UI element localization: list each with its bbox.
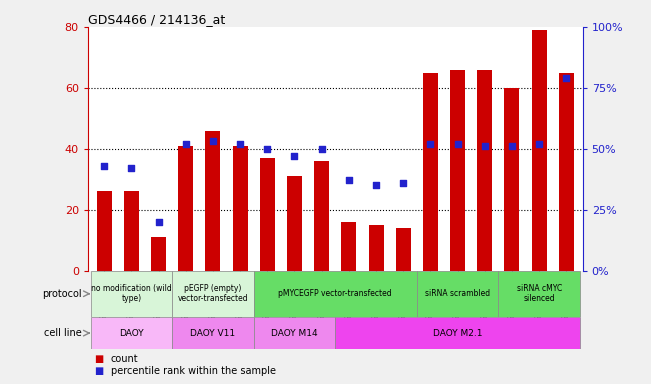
Text: GDS4466 / 214136_at: GDS4466 / 214136_at	[88, 13, 225, 26]
Bar	[254, 317, 335, 349]
Bar	[260, 158, 275, 271]
Text: DAOY M2.1: DAOY M2.1	[433, 329, 482, 338]
Bar	[335, 317, 580, 349]
Bar	[532, 30, 547, 271]
Text: DAOY V11: DAOY V11	[190, 329, 236, 338]
Text: ■: ■	[94, 366, 104, 376]
Text: DAOY: DAOY	[119, 329, 144, 338]
Text: percentile rank within the sample: percentile rank within the sample	[111, 366, 275, 376]
Point	[534, 141, 544, 147]
Point	[154, 219, 164, 225]
Point	[561, 75, 572, 81]
Point	[316, 146, 327, 152]
Bar	[178, 146, 193, 271]
Point	[452, 141, 463, 147]
Bar	[124, 192, 139, 271]
Bar	[151, 237, 166, 271]
Bar	[90, 317, 172, 349]
Bar	[368, 225, 383, 271]
Point	[480, 143, 490, 149]
Bar	[172, 271, 254, 317]
Bar	[477, 70, 492, 271]
Text: pMYCEGFP vector-transfected: pMYCEGFP vector-transfected	[279, 289, 392, 298]
Point	[398, 180, 408, 186]
Point	[344, 177, 354, 184]
Point	[126, 165, 137, 171]
Bar	[499, 271, 580, 317]
Text: protocol: protocol	[42, 289, 81, 299]
Bar	[396, 228, 411, 271]
Bar	[417, 271, 499, 317]
Bar	[505, 88, 519, 271]
Bar	[97, 192, 112, 271]
Bar	[90, 271, 172, 317]
Point	[289, 153, 299, 159]
Point	[506, 143, 517, 149]
Point	[235, 141, 245, 147]
Bar	[314, 161, 329, 271]
Bar	[206, 131, 221, 271]
Text: pEGFP (empty)
vector-transfected: pEGFP (empty) vector-transfected	[178, 284, 248, 303]
Bar	[559, 73, 574, 271]
Point	[262, 146, 273, 152]
Bar	[254, 271, 417, 317]
Point	[208, 138, 218, 144]
Bar	[341, 222, 356, 271]
Text: ■: ■	[94, 354, 104, 364]
Text: DAOY M14: DAOY M14	[271, 329, 318, 338]
Bar	[287, 176, 302, 271]
Text: cell line: cell line	[44, 328, 81, 338]
Text: siRNA cMYC
silenced: siRNA cMYC silenced	[516, 284, 562, 303]
Text: count: count	[111, 354, 138, 364]
Point	[180, 141, 191, 147]
Bar	[450, 70, 465, 271]
Point	[425, 141, 436, 147]
Bar	[172, 317, 254, 349]
Bar	[232, 146, 247, 271]
Text: no modification (wild
type): no modification (wild type)	[91, 284, 172, 303]
Point	[99, 163, 109, 169]
Text: siRNA scrambled: siRNA scrambled	[425, 289, 490, 298]
Point	[371, 182, 381, 189]
Bar	[423, 73, 438, 271]
